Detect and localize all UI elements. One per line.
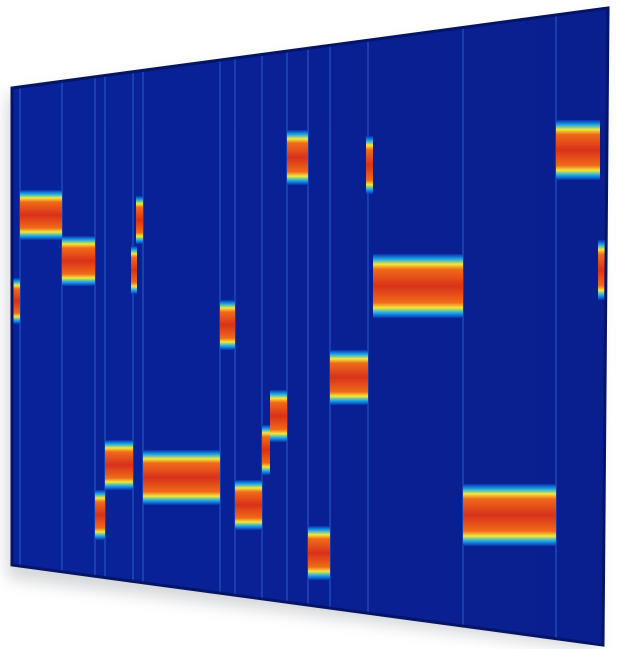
band bbox=[143, 450, 220, 505]
band bbox=[262, 425, 270, 475]
band bbox=[235, 480, 262, 530]
page bbox=[0, 0, 617, 649]
band bbox=[105, 440, 133, 490]
band bbox=[136, 196, 143, 244]
band bbox=[463, 484, 556, 546]
band bbox=[308, 526, 330, 580]
band bbox=[95, 490, 105, 540]
band bbox=[62, 236, 95, 286]
band bbox=[556, 120, 600, 180]
spectrogram-image bbox=[0, 0, 617, 649]
band bbox=[330, 350, 368, 405]
band bbox=[131, 246, 137, 294]
band bbox=[270, 390, 287, 442]
band bbox=[20, 190, 62, 240]
band bbox=[287, 130, 308, 185]
band bbox=[366, 136, 373, 194]
band bbox=[373, 254, 463, 318]
band bbox=[220, 300, 235, 350]
